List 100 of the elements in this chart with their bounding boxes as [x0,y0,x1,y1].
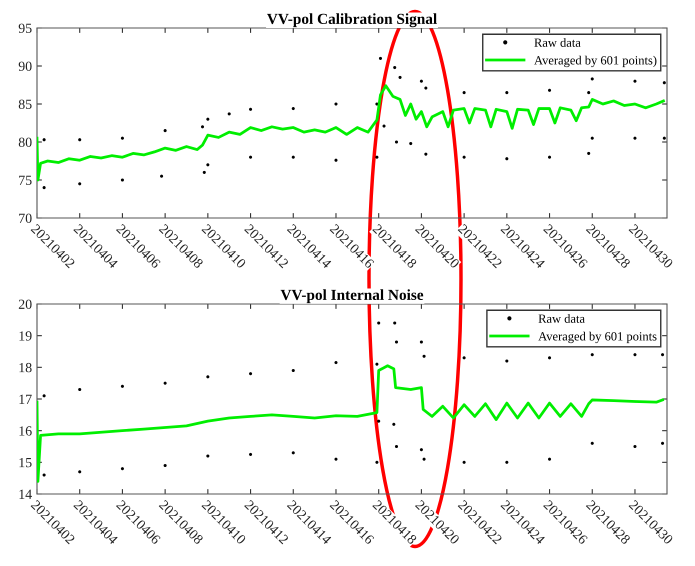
point [228,112,231,116]
point [633,444,637,448]
chart-title: VV-pol Calibration Signal [267,13,437,28]
point [292,156,295,159]
y-tick-label: 15 [19,458,32,468]
point [375,362,378,366]
y-tick-label: 16 [19,426,32,436]
point [424,152,428,156]
point [548,356,552,360]
point [78,138,82,142]
legend-label: Raw data [534,38,581,47]
point [420,448,423,452]
point [375,156,378,159]
point [120,136,124,140]
y-tick-label: 19 [19,331,32,341]
point [120,178,124,182]
point [393,66,396,70]
line-series [37,84,665,182]
point [590,442,594,445]
point [587,91,590,94]
point [590,136,594,140]
point [662,136,666,140]
point [422,458,426,461]
point [78,182,82,186]
point [206,163,210,166]
point [548,156,552,159]
y-tick-label: 18 [19,362,32,372]
point [662,81,666,84]
point [505,91,508,94]
point [398,76,402,79]
point [164,382,167,385]
point [160,174,164,178]
point [206,375,210,378]
point [249,156,252,159]
y-tick-label: 17 [19,394,32,404]
point [382,124,386,128]
point [505,157,508,160]
y-tick-label: 20 [18,300,32,309]
point [587,152,590,155]
point [462,356,466,360]
point [206,454,210,458]
point [590,353,594,356]
point [334,458,338,461]
point [249,372,252,376]
point [590,77,594,80]
y-tick-label: 70 [19,214,32,223]
chart-title: VV-pol Internal Noise [280,289,424,304]
point [120,467,124,470]
point [392,422,396,426]
point [393,321,396,325]
point [375,460,378,464]
y-tick-label: 75 [19,176,32,185]
y-tick-label: 80 [18,138,32,147]
point [378,56,382,60]
point [292,107,295,110]
point [334,102,338,106]
point [377,321,380,325]
point [633,80,637,83]
point [202,170,206,174]
point [164,464,167,468]
point [462,91,466,94]
point [120,384,124,388]
point [505,359,508,363]
point [206,118,210,121]
point [394,444,398,448]
point [249,452,252,456]
point [249,108,252,111]
point [409,142,412,146]
point [661,442,664,445]
point [462,156,466,159]
line-series [37,364,664,483]
point [420,80,423,83]
y-tick-label: 90 [18,62,32,71]
point [422,354,426,358]
point [394,140,398,144]
point [505,460,508,464]
point [420,340,423,344]
point [334,158,338,162]
point [164,129,167,132]
point [661,353,664,356]
point [200,125,204,128]
point [548,458,552,461]
point [377,420,380,423]
point [78,470,82,474]
point [42,473,46,477]
y-tick-label: 85 [18,100,32,109]
point [633,353,637,356]
y-tick-label: 14 [19,490,32,499]
y-tick-label: 95 [18,24,32,33]
point [633,136,637,140]
legend-label: Averaged by 601 points) [534,56,656,68]
point [292,451,295,454]
point [42,186,46,190]
point [42,394,46,398]
legend-label: Raw data [538,314,585,323]
point [548,88,552,92]
point [78,388,82,392]
legend-label: Averaged by 601 points [538,332,657,344]
point [334,361,338,364]
point [394,340,398,344]
